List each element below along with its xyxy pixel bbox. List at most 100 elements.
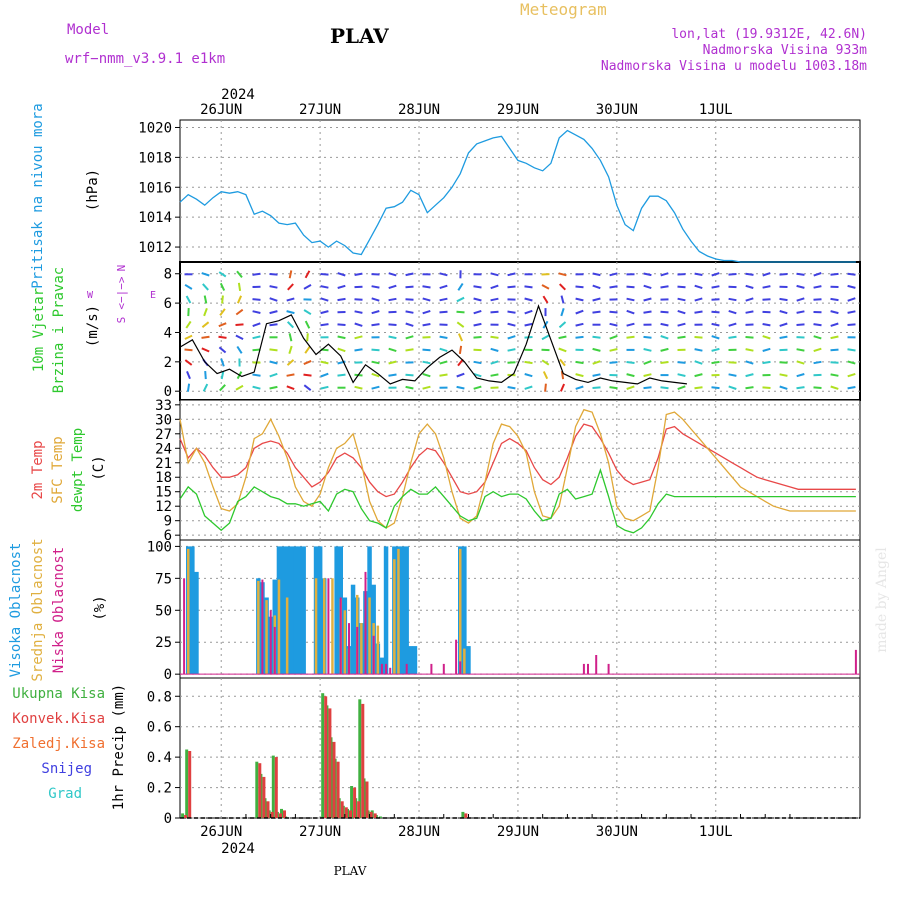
wind-barb xyxy=(661,286,669,287)
wind-barb xyxy=(712,286,720,287)
wind-barb xyxy=(423,350,431,351)
temperature-ylabel: 2m Temp SFC Temp dewpt Temp (C) xyxy=(30,428,107,512)
wind-barb xyxy=(389,375,397,376)
legend-conv-rain: Konvek.Kisa xyxy=(12,711,105,727)
precip-bar-convective xyxy=(283,810,286,818)
compass-w: W xyxy=(87,290,94,301)
precip-bar-convective xyxy=(341,801,344,818)
ytick-label-precip: 0.6 xyxy=(147,720,172,736)
ytick-label-pressure: 1012 xyxy=(138,240,172,256)
ytick-label-temperature: 18 xyxy=(155,470,172,486)
cloud-bar-mid xyxy=(397,549,400,674)
wind-barb xyxy=(338,324,346,325)
wind-barb xyxy=(831,299,839,300)
wind-barb xyxy=(848,349,856,350)
top-day-label: 30JUN xyxy=(596,102,638,118)
wind-barb xyxy=(508,312,516,313)
wind-barb xyxy=(712,387,720,388)
wind-barb xyxy=(474,337,482,338)
cloud-bar-high xyxy=(413,646,418,674)
precip-bar-convective xyxy=(328,708,331,818)
wind-barb xyxy=(457,312,465,313)
cloud-bar-mid xyxy=(187,549,190,674)
precip-bar-convective xyxy=(262,777,265,818)
cloud-bar-low xyxy=(459,661,461,674)
ytick-label-clouds: 50 xyxy=(155,603,172,619)
precip-bar-convective xyxy=(275,757,278,818)
ytick-label-wind: 2 xyxy=(164,355,172,371)
ytick-label-temperature: 30 xyxy=(155,412,172,428)
wind-barb xyxy=(239,283,240,291)
wind-barb xyxy=(797,349,805,350)
wind-barb xyxy=(508,362,516,363)
wind-barb xyxy=(474,286,482,287)
wind-barb xyxy=(848,387,856,388)
wind-barb xyxy=(372,350,380,351)
wind-barb xyxy=(610,362,618,363)
cloud-bar-low xyxy=(327,578,329,674)
cloud-bar-high xyxy=(281,546,286,674)
wind-barb xyxy=(780,337,788,338)
ytick-label-temperature: 15 xyxy=(155,485,172,501)
precip-bar-convective xyxy=(258,763,261,818)
wind-barb xyxy=(729,362,737,363)
wind-barb xyxy=(576,362,584,363)
wind-barb xyxy=(610,312,618,313)
wind-barb xyxy=(627,337,635,338)
wind-barb xyxy=(355,349,363,350)
bottom-day-label: 1JUL xyxy=(699,824,733,840)
cloud-bar-high xyxy=(293,546,298,674)
temp-ylabel-dewpt: dewpt Temp xyxy=(70,428,86,512)
ytick-label-temperature: 9 xyxy=(164,514,172,530)
cloud-bar-mid xyxy=(315,578,318,674)
panel-frame-pressure xyxy=(180,120,860,262)
wind-barb xyxy=(338,375,346,376)
footer-station: PLAV xyxy=(334,864,367,878)
wind-barb xyxy=(576,337,584,338)
top-day-label: 26JUN xyxy=(200,102,242,118)
legend-freezing-rain: Zaledj.Kisa xyxy=(12,736,105,752)
cloud-bar-low xyxy=(340,598,342,675)
wind-barb xyxy=(644,337,652,338)
precip-bar-convective xyxy=(361,704,364,818)
wind-barb xyxy=(780,299,788,300)
precip-bar-convective xyxy=(267,801,270,818)
model-elevation-label: Nadmorska Visina u modelu 1003.18m xyxy=(601,59,867,74)
cloud-bar-low xyxy=(373,636,375,674)
ytick-label-temperature: 27 xyxy=(155,427,172,443)
panel-frame-temperature xyxy=(180,400,860,540)
top-day-label: 28JUN xyxy=(398,102,440,118)
cloud-bar-low xyxy=(608,664,610,674)
cloud-bar-high xyxy=(289,546,294,674)
cloud-bar-high xyxy=(400,546,405,674)
model-name: wrf−nmm_v3.9.1 e1km xyxy=(65,51,225,67)
wind-barb xyxy=(848,324,856,325)
wind-barb xyxy=(491,337,499,338)
ytick-label-clouds: 25 xyxy=(155,635,172,651)
wind-barb xyxy=(372,286,380,287)
wind-barb xyxy=(831,350,839,351)
wind-barb xyxy=(729,299,737,300)
cloud-bar-mid xyxy=(377,626,380,675)
wind-ylabel-2: Brzina i Pravac xyxy=(51,267,67,393)
cloud-bar-low xyxy=(455,640,457,675)
cloud-ylabel: Visoka Oblacnost Srednja Oblacnost Niska… xyxy=(8,538,108,681)
ytick-label-wind: 8 xyxy=(164,267,172,283)
wind-barb xyxy=(202,337,210,338)
cloud-bar-low xyxy=(389,668,391,674)
top-day-label: 1JUL xyxy=(699,102,733,118)
cloud-bar-low xyxy=(855,650,857,674)
wind-barb xyxy=(440,312,448,313)
precip-bar-total xyxy=(255,762,258,818)
wind-barb xyxy=(610,286,618,287)
bottom-day-label: 29JUN xyxy=(497,824,539,840)
ytick-label-pressure: 1016 xyxy=(138,180,172,196)
cloud-bar-high xyxy=(351,585,356,674)
wind-barb xyxy=(219,337,227,338)
precip-bar-convective xyxy=(188,751,191,818)
legend-hail: Grad xyxy=(48,786,82,802)
cloud-bar-low xyxy=(583,664,585,674)
cloud-bar-low xyxy=(348,623,350,674)
wind-barb xyxy=(814,324,822,325)
